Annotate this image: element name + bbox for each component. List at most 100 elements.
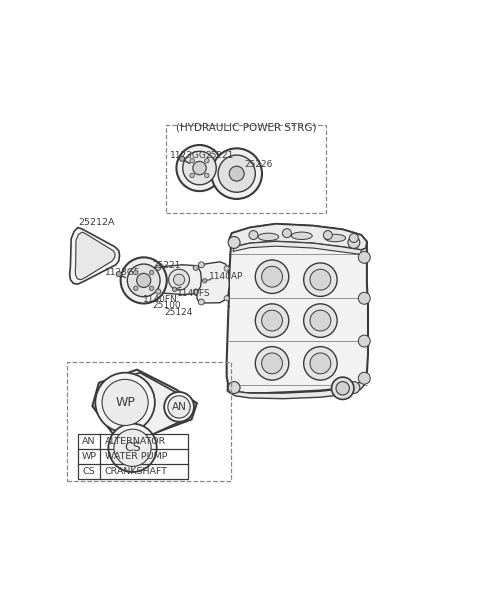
Circle shape bbox=[204, 173, 209, 178]
Text: 25226: 25226 bbox=[244, 160, 273, 169]
Ellipse shape bbox=[325, 234, 346, 242]
Polygon shape bbox=[227, 224, 368, 393]
Text: WP: WP bbox=[82, 452, 96, 461]
Circle shape bbox=[332, 377, 354, 399]
Circle shape bbox=[133, 286, 138, 291]
Circle shape bbox=[116, 271, 121, 277]
Circle shape bbox=[310, 310, 331, 331]
Circle shape bbox=[282, 228, 291, 237]
Circle shape bbox=[177, 145, 223, 191]
Ellipse shape bbox=[258, 233, 279, 240]
Text: WATER PUMP: WATER PUMP bbox=[105, 452, 167, 461]
Circle shape bbox=[137, 273, 151, 288]
Circle shape bbox=[304, 304, 337, 337]
Text: 1123GF: 1123GF bbox=[106, 269, 140, 277]
Polygon shape bbox=[228, 379, 365, 399]
Circle shape bbox=[310, 353, 331, 374]
Text: 1123GG: 1123GG bbox=[170, 151, 207, 160]
Circle shape bbox=[359, 335, 370, 347]
Text: (HYDRAULIC POWER STRG): (HYDRAULIC POWER STRG) bbox=[176, 123, 316, 133]
Circle shape bbox=[324, 231, 332, 239]
Circle shape bbox=[304, 263, 337, 297]
Text: WP: WP bbox=[115, 396, 135, 409]
Circle shape bbox=[102, 379, 148, 426]
Circle shape bbox=[211, 148, 262, 199]
Polygon shape bbox=[75, 232, 115, 280]
Text: 25124: 25124 bbox=[164, 308, 192, 317]
Circle shape bbox=[255, 304, 289, 337]
Circle shape bbox=[228, 382, 240, 393]
Circle shape bbox=[228, 237, 240, 248]
Circle shape bbox=[224, 295, 229, 301]
Polygon shape bbox=[229, 224, 367, 250]
Circle shape bbox=[348, 382, 360, 393]
Circle shape bbox=[262, 266, 282, 287]
Text: AN: AN bbox=[172, 402, 186, 412]
Polygon shape bbox=[233, 242, 361, 254]
Circle shape bbox=[149, 286, 154, 291]
Bar bbox=[67, 362, 231, 481]
Text: 25212A: 25212A bbox=[78, 218, 114, 227]
Circle shape bbox=[133, 270, 138, 274]
Circle shape bbox=[127, 264, 160, 297]
Circle shape bbox=[204, 158, 209, 163]
Circle shape bbox=[348, 237, 360, 248]
Circle shape bbox=[120, 257, 167, 303]
Circle shape bbox=[193, 161, 206, 175]
Circle shape bbox=[304, 347, 337, 380]
Circle shape bbox=[193, 289, 198, 294]
Circle shape bbox=[180, 156, 185, 161]
Circle shape bbox=[262, 353, 282, 374]
Circle shape bbox=[193, 265, 198, 270]
Circle shape bbox=[190, 173, 194, 178]
Text: CS: CS bbox=[83, 467, 96, 476]
Text: 1140FS: 1140FS bbox=[177, 289, 211, 298]
Polygon shape bbox=[96, 373, 194, 436]
Circle shape bbox=[168, 396, 190, 418]
Circle shape bbox=[224, 266, 229, 271]
Text: 1140AP: 1140AP bbox=[209, 272, 243, 281]
Circle shape bbox=[310, 269, 331, 290]
Circle shape bbox=[96, 373, 155, 432]
Polygon shape bbox=[92, 370, 197, 435]
Text: CRANKSHAFT: CRANKSHAFT bbox=[105, 467, 168, 476]
Text: ALTERNATOR: ALTERNATOR bbox=[105, 437, 166, 446]
Circle shape bbox=[164, 392, 194, 422]
Polygon shape bbox=[197, 262, 229, 303]
Circle shape bbox=[149, 270, 154, 274]
Circle shape bbox=[359, 292, 370, 304]
Ellipse shape bbox=[291, 232, 312, 239]
Circle shape bbox=[198, 299, 204, 305]
Text: 25221: 25221 bbox=[206, 151, 234, 160]
Circle shape bbox=[168, 269, 190, 290]
Circle shape bbox=[262, 310, 282, 331]
Polygon shape bbox=[153, 265, 202, 295]
Circle shape bbox=[229, 166, 244, 181]
Bar bbox=[166, 126, 326, 213]
Circle shape bbox=[255, 260, 289, 294]
Bar bbox=[78, 434, 188, 478]
Circle shape bbox=[336, 382, 349, 395]
Text: AN: AN bbox=[82, 437, 96, 446]
Circle shape bbox=[203, 279, 207, 283]
Circle shape bbox=[156, 265, 161, 270]
Circle shape bbox=[255, 347, 289, 380]
Circle shape bbox=[349, 234, 359, 242]
Text: 1140FN: 1140FN bbox=[143, 294, 177, 304]
Text: CS: CS bbox=[124, 441, 141, 454]
Circle shape bbox=[156, 289, 161, 294]
Circle shape bbox=[172, 287, 177, 292]
Circle shape bbox=[173, 274, 185, 285]
Text: 25100: 25100 bbox=[152, 301, 181, 310]
Circle shape bbox=[183, 151, 216, 185]
Circle shape bbox=[108, 423, 157, 472]
Circle shape bbox=[359, 251, 370, 263]
Circle shape bbox=[190, 158, 194, 163]
Text: 25221: 25221 bbox=[152, 261, 180, 270]
Circle shape bbox=[249, 231, 258, 239]
Circle shape bbox=[114, 429, 151, 466]
Circle shape bbox=[359, 373, 370, 384]
Circle shape bbox=[198, 262, 204, 268]
Polygon shape bbox=[70, 228, 120, 284]
Circle shape bbox=[218, 155, 255, 192]
